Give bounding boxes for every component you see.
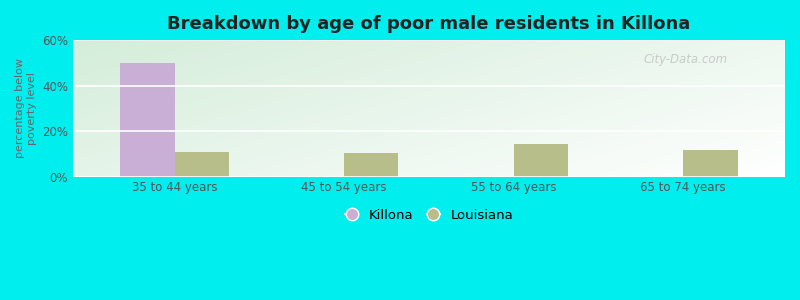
Text: City-Data.com: City-Data.com <box>643 53 727 66</box>
Y-axis label: percentage below
poverty level: percentage below poverty level <box>15 58 37 158</box>
Bar <box>121 63 174 177</box>
Bar <box>514 144 568 177</box>
Bar <box>344 153 398 177</box>
Bar <box>683 150 738 177</box>
Legend: Killona, Louisiana: Killona, Louisiana <box>340 203 518 227</box>
Title: Breakdown by age of poor male residents in Killona: Breakdown by age of poor male residents … <box>167 15 690 33</box>
Bar <box>174 152 229 177</box>
